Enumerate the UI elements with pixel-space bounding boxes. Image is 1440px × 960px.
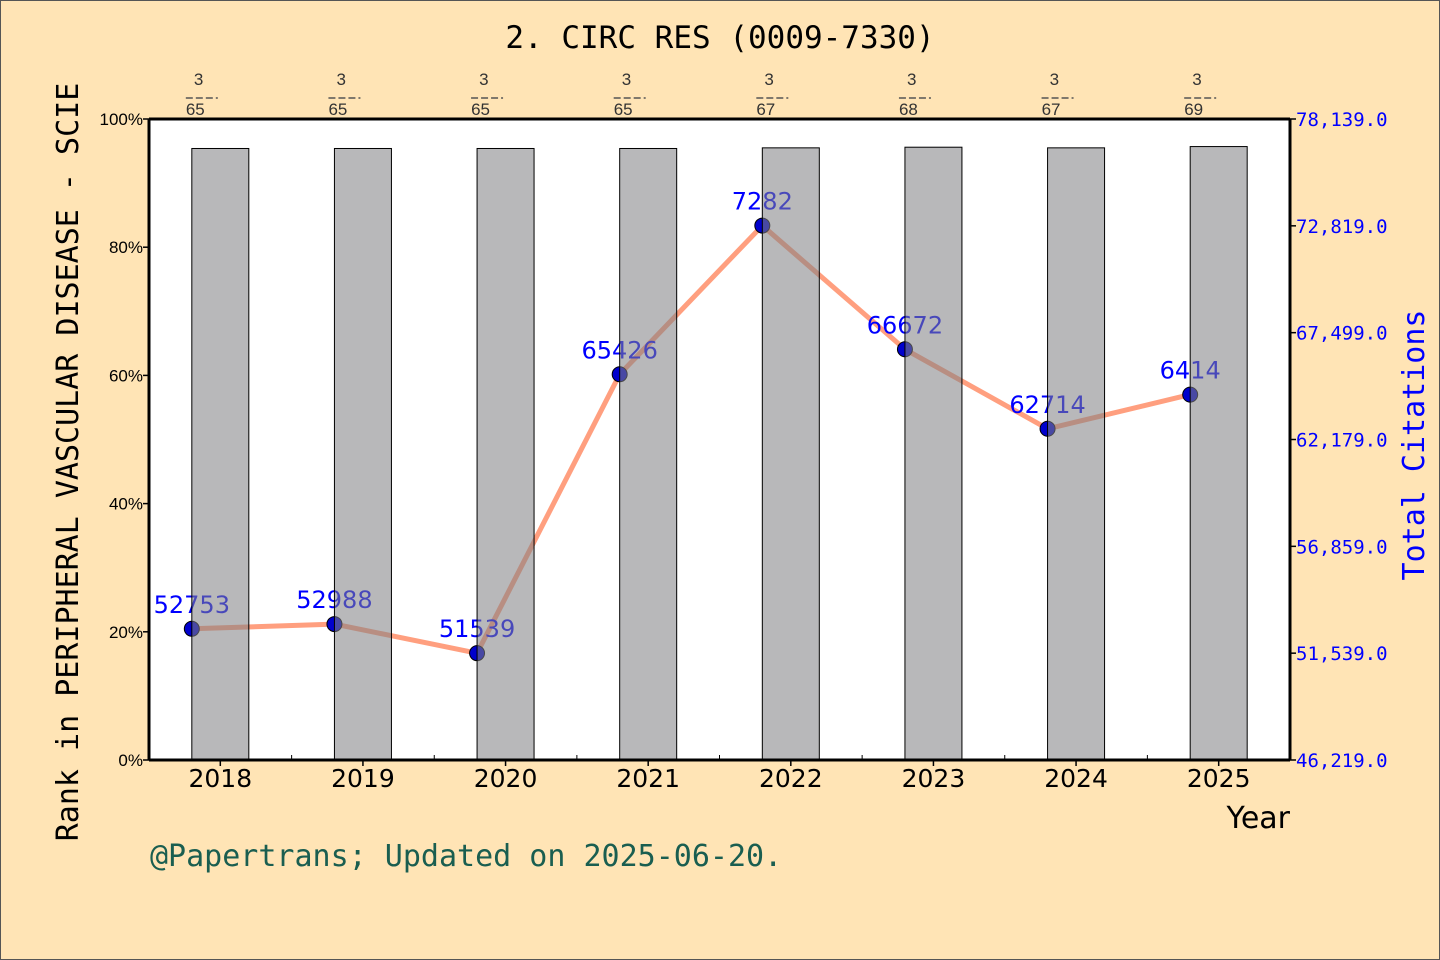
left-tick-label: 100%	[100, 110, 143, 129]
rank-label-total: 69	[1184, 100, 1203, 119]
rank-label-rank: 3	[194, 70, 203, 89]
x-tick-label: 2018	[189, 764, 253, 793]
rank-label-rank: 3	[764, 70, 773, 89]
rank-bar	[476, 147, 535, 761]
rank-bar	[1047, 147, 1106, 761]
rank-label-total: 68	[899, 100, 918, 119]
rank-label-total: 67	[756, 100, 775, 119]
rank-label-rank: 3	[479, 70, 488, 89]
chart-title: 2. CIRC RES (0009-7330)	[505, 20, 934, 56]
x-tick-label: 2024	[1044, 764, 1108, 793]
x-tick-label: 2025	[1187, 764, 1251, 793]
x-tick-label: 2019	[331, 764, 395, 793]
rank-bar	[191, 147, 250, 761]
y-axis-left-label: Rank in PERIPHERAL VASCULAR DISEASE - SC…	[51, 83, 86, 842]
rank-label-total: 65	[614, 100, 633, 119]
x-tick-label: 2021	[616, 764, 680, 793]
rank-bar	[761, 147, 820, 761]
x-axis-label: Year	[1225, 801, 1290, 836]
left-tick-label: 0%	[118, 751, 143, 770]
right-tick-label: 62,179.0	[1296, 430, 1388, 452]
right-tick-label: 51,539.0	[1296, 643, 1388, 665]
rank-label-total: 65	[471, 100, 490, 119]
footer-text: @Papertrans; Updated on 2025-06-20.	[150, 839, 782, 874]
x-tick-label: 2020	[474, 764, 538, 793]
right-tick-label: 72,819.0	[1296, 216, 1388, 238]
right-tick-label: 67,499.0	[1296, 323, 1388, 345]
rank-bar	[333, 147, 392, 761]
left-tick-label: 60%	[109, 366, 143, 385]
rank-bar	[904, 146, 963, 761]
plot-area	[149, 119, 1290, 760]
rank-label-rank: 3	[1192, 70, 1201, 89]
rank-bar	[619, 147, 678, 761]
right-tick-label: 46,219.0	[1296, 750, 1388, 772]
rank-label-rank: 3	[622, 70, 631, 89]
rank-label-rank: 3	[336, 70, 345, 89]
left-tick-label: 20%	[109, 623, 143, 642]
rank-label-total: 65	[186, 100, 205, 119]
rank-bar	[1189, 146, 1248, 761]
left-tick-label: 80%	[109, 238, 143, 257]
rank-label-rank: 3	[1050, 70, 1059, 89]
y-axis-right-label: Total Citations	[1397, 310, 1432, 581]
rank-label-total: 67	[1042, 100, 1061, 119]
left-tick-label: 40%	[109, 495, 143, 514]
x-tick-label: 2023	[902, 764, 966, 793]
rank-label-rank: 3	[907, 70, 916, 89]
x-tick-label: 2022	[759, 764, 823, 793]
right-tick-label: 56,859.0	[1296, 536, 1388, 558]
right-tick-label: 78,139.0	[1296, 109, 1388, 131]
rank-label-total: 65	[328, 100, 347, 119]
